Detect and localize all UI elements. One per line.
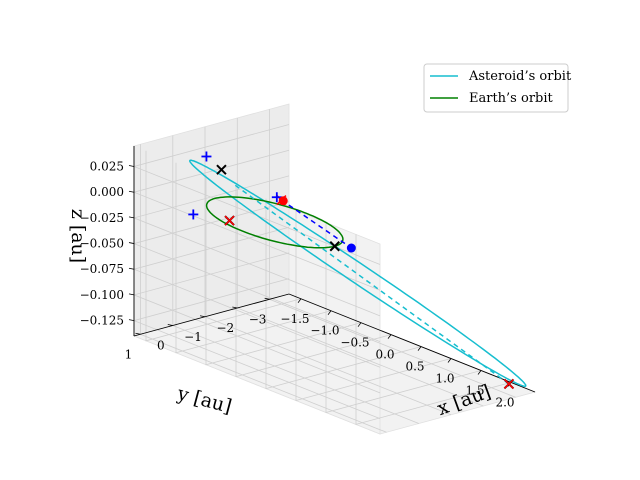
z-tick-label: 0.000 bbox=[90, 185, 124, 199]
series-asteroid-s-orbit bbox=[189, 159, 527, 388]
z-tick-mark bbox=[128, 165, 135, 167]
y-tick-label: 0 bbox=[157, 339, 165, 353]
axis-lines bbox=[128, 146, 536, 393]
z-tick-mark bbox=[128, 319, 135, 321]
z-tick-label: 0.025 bbox=[90, 160, 124, 174]
plus-marker bbox=[271, 192, 282, 203]
z-tick-label: −0.075 bbox=[80, 262, 124, 276]
z-tick-label: −0.125 bbox=[80, 314, 124, 328]
legend: Asteroid’s orbit Earth’s orbit bbox=[423, 63, 572, 113]
x-marker-stroke bbox=[503, 378, 514, 389]
x-tick-mark bbox=[387, 334, 392, 339]
x-marker-stroke bbox=[329, 241, 340, 252]
grid-lines bbox=[132, 109, 516, 433]
tick-labels: −1.5−1.0−0.5 0.0 0.5 1.0 1.5 2.0 1 0 −1 −2 −3 0.025… bbox=[80, 160, 515, 410]
y-tick-label: −1 bbox=[184, 330, 202, 344]
z-tick-mark bbox=[128, 267, 135, 270]
x-axis-line bbox=[288, 293, 536, 393]
z-tick-mark bbox=[128, 242, 135, 244]
x-tick-mark bbox=[447, 358, 452, 363]
y-tick-label: −3 bbox=[249, 312, 267, 326]
y-tick-label: −2 bbox=[216, 321, 234, 335]
series-asteroid-dashed-segment bbox=[234, 184, 510, 385]
x-tick-mark bbox=[477, 370, 482, 375]
dot-marker bbox=[278, 196, 288, 206]
x-marker bbox=[216, 164, 227, 175]
x-marker-stroke bbox=[216, 164, 227, 175]
z-tick-mark bbox=[128, 190, 135, 193]
plus-marker bbox=[201, 151, 212, 162]
x-tick-label: 2.0 bbox=[495, 395, 514, 409]
y-tick-mark bbox=[135, 332, 141, 335]
x-tick-label: 0.0 bbox=[375, 348, 394, 362]
x-tick-label: −1.5 bbox=[280, 312, 309, 326]
x-tick-mark bbox=[357, 322, 362, 327]
z-tick-label: −0.100 bbox=[80, 288, 124, 302]
x-marker bbox=[224, 215, 235, 226]
legend-label-earth: Earth’s orbit bbox=[469, 91, 554, 106]
data-layer bbox=[188, 151, 527, 390]
dot-marker bbox=[346, 243, 356, 253]
x-marker bbox=[503, 378, 514, 389]
x-tick-label: −1.0 bbox=[310, 324, 339, 338]
x-tick-label: −0.5 bbox=[340, 336, 369, 350]
plus-marker bbox=[188, 209, 199, 220]
z-tick-mark bbox=[128, 293, 135, 296]
z-tick-label: −0.025 bbox=[80, 211, 124, 225]
y-tick-label: 1 bbox=[125, 347, 133, 361]
x-tick-mark bbox=[297, 298, 302, 304]
y-tick-mark bbox=[264, 297, 270, 300]
x-tick-mark bbox=[327, 310, 332, 315]
z-tick-mark bbox=[128, 216, 135, 219]
x-tick-mark bbox=[417, 346, 422, 351]
x-tick-label: 1.5 bbox=[465, 384, 484, 398]
z-tick-label: −0.050 bbox=[80, 237, 124, 251]
y-tick-mark bbox=[232, 306, 238, 309]
x-tick-label: 1.0 bbox=[435, 372, 454, 386]
z-axis-label-text: z [au] bbox=[67, 209, 89, 263]
y-tick-mark bbox=[167, 324, 173, 326]
legend-box bbox=[423, 63, 569, 113]
y-axis-line bbox=[133, 293, 290, 337]
series-earth-s-orbit bbox=[205, 196, 344, 249]
x-marker-stroke bbox=[224, 215, 235, 226]
x-marker bbox=[329, 241, 340, 252]
legend-label-asteroid: Asteroid’s orbit bbox=[468, 69, 572, 84]
z-axis-label: z [au] bbox=[67, 209, 89, 263]
x-tick-label: 0.5 bbox=[405, 360, 424, 374]
y-tick-mark bbox=[199, 315, 206, 318]
